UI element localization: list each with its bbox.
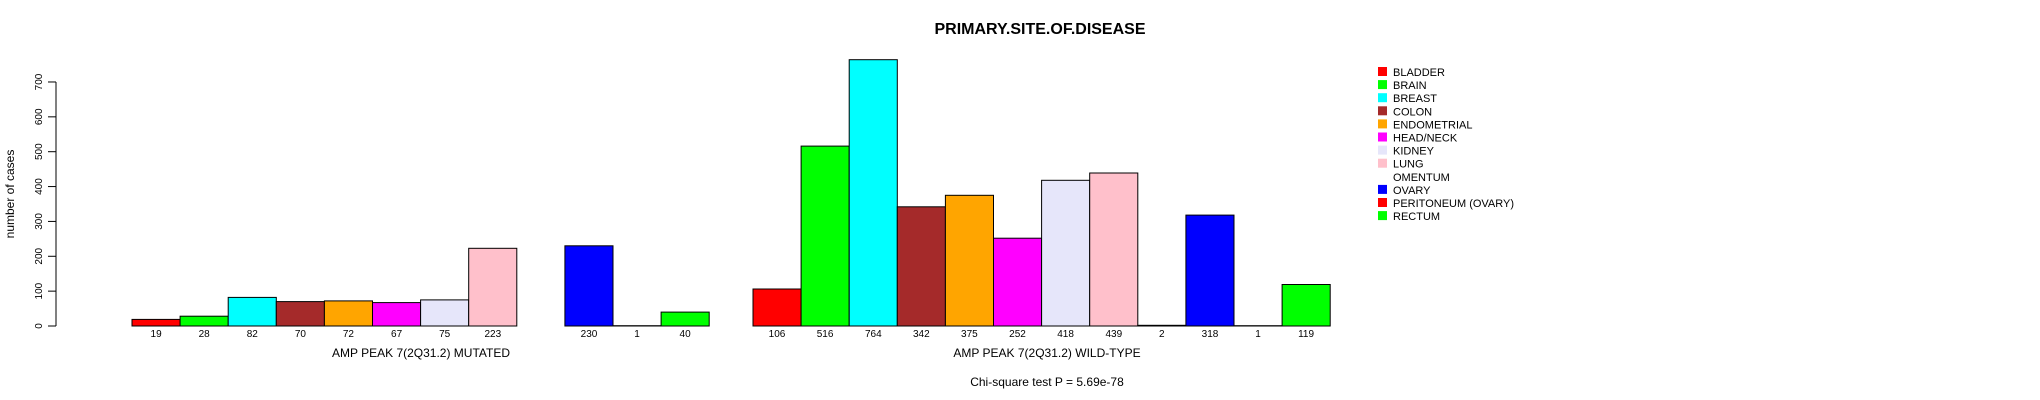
bar-kidney <box>1041 179 1091 327</box>
y-tick-label: 400 <box>34 178 45 195</box>
count-label: 318 <box>1202 329 1219 340</box>
count-label: 40 <box>680 329 692 340</box>
count-label: 75 <box>439 329 451 340</box>
bar-kidney <box>420 299 470 327</box>
legend-swatch <box>1378 211 1387 221</box>
count-label: 106 <box>769 329 786 340</box>
bars <box>131 59 1331 327</box>
y-tick-label: 300 <box>34 213 45 230</box>
chart-title: PRIMARY.SITE.OF.DISEASE <box>935 21 1146 38</box>
group-label-mutated: AMP PEAK 7(2Q31.2) MUTATED <box>332 346 510 360</box>
count-label: 223 <box>484 329 501 340</box>
legend-swatch <box>1378 132 1387 142</box>
count-label: 19 <box>151 329 163 340</box>
legend-label: BREAST <box>1393 93 1437 105</box>
bar-rectum <box>1281 284 1331 327</box>
bar-colon <box>275 301 325 327</box>
bar-bladder <box>752 288 802 327</box>
legend-swatch <box>1378 119 1387 129</box>
count-labels: 19 28 82 70 72 67 75 223 230 1 40 106 516 764 342 375 25… <box>151 329 1315 340</box>
legend-swatch <box>1378 171 1387 181</box>
y-tick-label: 200 <box>34 248 45 265</box>
count-label: 342 <box>913 329 930 340</box>
bar-bladder <box>131 318 181 327</box>
legend-label: RECTUM <box>1393 211 1440 223</box>
y-tick-label: 500 <box>34 143 45 160</box>
bar-endometrial <box>944 194 995 327</box>
legend-label: ENDOMETRIAL <box>1393 119 1472 131</box>
legend-label: BRAIN <box>1393 80 1427 92</box>
y-tick-label: 600 <box>34 108 45 125</box>
bar-omentum <box>1137 324 1187 327</box>
bar-breast <box>227 296 277 327</box>
group-label-wild-type: AMP PEAK 7(2Q31.2) WILD-TYPE <box>953 346 1140 360</box>
count-label: 2 <box>1159 329 1165 340</box>
bar-lung <box>468 247 518 327</box>
legend-label: COLON <box>1393 106 1432 118</box>
count-label: 1 <box>634 329 640 340</box>
bar-head-neck <box>372 302 422 327</box>
count-label: 70 <box>295 329 307 340</box>
bar-ovary <box>564 245 614 327</box>
legend-swatch <box>1378 93 1387 103</box>
count-label: 28 <box>199 329 211 340</box>
count-label: 230 <box>581 329 598 340</box>
legend-swatch <box>1378 67 1387 76</box>
count-label: 764 <box>865 329 882 340</box>
legend-swatch <box>1378 198 1387 207</box>
bar-brain <box>800 145 850 327</box>
count-label: 72 <box>343 329 355 340</box>
count-label: 119 <box>1298 329 1314 340</box>
legend-label: PERITONEUM (OVARY) <box>1393 198 1514 210</box>
count-label: 252 <box>1009 329 1026 340</box>
bar-breast <box>848 59 898 327</box>
bar-colon <box>896 206 946 327</box>
legend-swatch <box>1378 184 1387 194</box>
count-label: 82 <box>247 329 259 340</box>
y-tick-label: 0 <box>34 323 45 329</box>
legend-swatch <box>1378 80 1387 90</box>
y-axis: 0 100 200 300 400 500 600 700 <box>34 73 57 329</box>
legend-swatch <box>1378 145 1387 155</box>
legend-label: KIDNEY <box>1393 146 1435 158</box>
legend-label: LUNG <box>1393 159 1424 171</box>
legend-label: OVARY <box>1393 185 1431 197</box>
legend-swatch <box>1378 158 1387 168</box>
bar-rectum <box>660 311 710 327</box>
bar-ovary <box>1185 214 1235 327</box>
count-label: 67 <box>391 329 403 340</box>
y-tick-label: 100 <box>34 282 45 299</box>
y-axis-label: number of cases <box>3 150 17 239</box>
count-label: 439 <box>1105 329 1122 340</box>
legend-label: BLADDER <box>1393 67 1445 79</box>
legend-swatch <box>1378 106 1387 116</box>
bar-head-neck <box>993 237 1043 327</box>
chi-square-footnote: Chi-square test P = 5.69e-78 <box>970 375 1124 389</box>
count-label: 516 <box>817 329 834 340</box>
legend-label: HEAD/NECK <box>1393 133 1458 145</box>
count-label: 375 <box>961 329 978 340</box>
count-label: 1 <box>1255 329 1261 340</box>
bar-brain <box>179 315 229 327</box>
count-label: 418 <box>1057 329 1074 340</box>
bar-lung <box>1089 172 1139 327</box>
y-tick-label: 700 <box>34 73 45 90</box>
bar-endometrial <box>323 300 373 327</box>
legend-label: OMENTUM <box>1393 172 1450 184</box>
